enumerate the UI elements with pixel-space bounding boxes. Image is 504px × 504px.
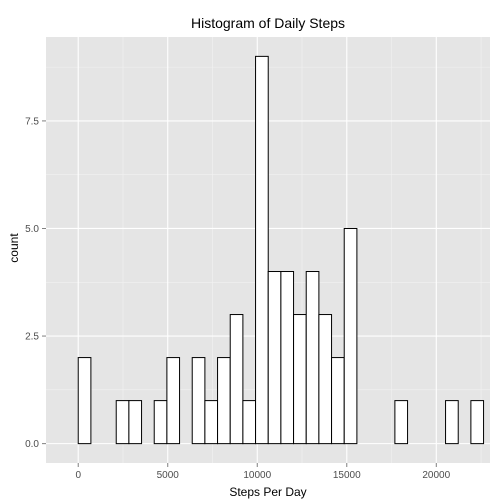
histogram-bar [394,400,409,445]
histogram-bar [191,357,206,445]
tick-layer: 0 5000 10000 15000 20000 0.0 2.5 5.0 7.5 [25,116,451,481]
x-axis-title: Steps Per Day [229,485,306,499]
y-tick-label: 2.5 [25,332,39,343]
histogram-bar [445,400,459,445]
histogram-bar [115,400,130,445]
x-tick-label: 20000 [422,470,450,481]
histogram-bar [318,314,333,445]
histogram-bar [470,400,485,445]
histogram-bar [153,400,168,445]
histogram-bar [128,400,143,445]
histogram-bar [280,271,295,445]
x-tick-label: 0 [75,470,81,481]
bar-layer [77,55,485,445]
x-tick-label: 10000 [243,470,271,481]
histogram-bar [77,357,92,445]
y-tick-label: 7.5 [25,116,39,127]
histogram-bar [204,400,219,445]
y-tick-label: 5.0 [25,224,39,235]
histogram-bar [229,314,244,445]
y-tick-label: 0.0 [25,439,39,450]
histogram-bar [217,357,231,445]
histogram-bar [343,227,358,445]
y-axis-title: count [7,233,21,263]
histogram-bar [267,271,282,445]
histogram-bar [255,55,269,445]
histogram-bar [242,400,257,445]
chart-title: Histogram of Daily Steps [191,15,345,31]
histogram-bar [305,271,320,445]
histogram-bar [293,314,307,445]
histogram-bar [331,357,345,445]
histogram-bar [166,357,181,445]
x-tick-label: 5000 [157,470,180,481]
x-tick-label: 15000 [333,470,361,481]
